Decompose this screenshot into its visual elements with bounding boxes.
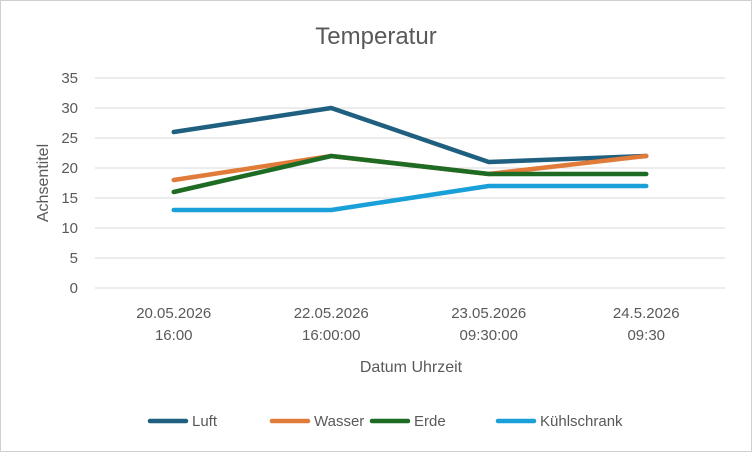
y-tick-label: 0 — [70, 280, 78, 297]
x-tick-label-line: 20.05.2026 — [136, 305, 211, 322]
y-tick-label: 25 — [61, 130, 78, 147]
x-tick-label-line: 09:30 — [627, 327, 665, 344]
legend-label: Wasser — [314, 413, 364, 430]
x-tick-label-line: 16:00:00 — [302, 327, 360, 344]
x-tick-label: 23.05.2026 09:30:00 — [451, 305, 526, 344]
y-tick-label: 15 — [61, 190, 78, 207]
legend-label: Luft — [192, 413, 218, 430]
y-tick-label: 5 — [70, 250, 78, 267]
y-tick-label: 30 — [61, 100, 78, 117]
y-tick-label: 20 — [61, 160, 78, 177]
chart-title: Temperatur — [315, 23, 436, 50]
legend-label: Kühlschrank — [540, 413, 623, 430]
x-tick-label: 20.05.2026 16:00 — [136, 305, 211, 344]
x-tick-label-line: 23.05.2026 — [451, 305, 526, 322]
y-tick-labels: 0 5 10 15 20 25 30 35 — [61, 70, 78, 297]
x-tick-label-line: 09:30:00 — [460, 327, 518, 344]
gridlines — [95, 77, 725, 289]
series-line-erde — [171, 153, 649, 195]
x-tick-label: 24.5.2026 09:30 — [613, 305, 680, 344]
y-tick-label: 10 — [61, 220, 78, 237]
series-lines — [171, 105, 649, 213]
y-axis-label: Achsentitel — [35, 144, 52, 222]
legend: Luft Wasser Erde Kühlschrank — [147, 413, 623, 430]
x-axis-label: Datum Uhrzeit — [360, 359, 463, 376]
x-tick-label-line: 16:00 — [155, 327, 193, 344]
series-line-luft — [171, 105, 649, 165]
x-tick-labels: 20.05.2026 16:00 22.05.2026 16:00:00 23.05.2… — [136, 305, 679, 344]
x-tick-label-line: 24.5.2026 — [613, 305, 680, 322]
x-tick-label-line: 22.05.2026 — [294, 305, 369, 322]
y-tick-label: 35 — [61, 70, 78, 87]
x-tick-label: 22.05.2026 16:00:00 — [294, 305, 369, 344]
legend-label: Erde — [414, 413, 446, 430]
series-line-kühlschrank — [171, 183, 649, 213]
